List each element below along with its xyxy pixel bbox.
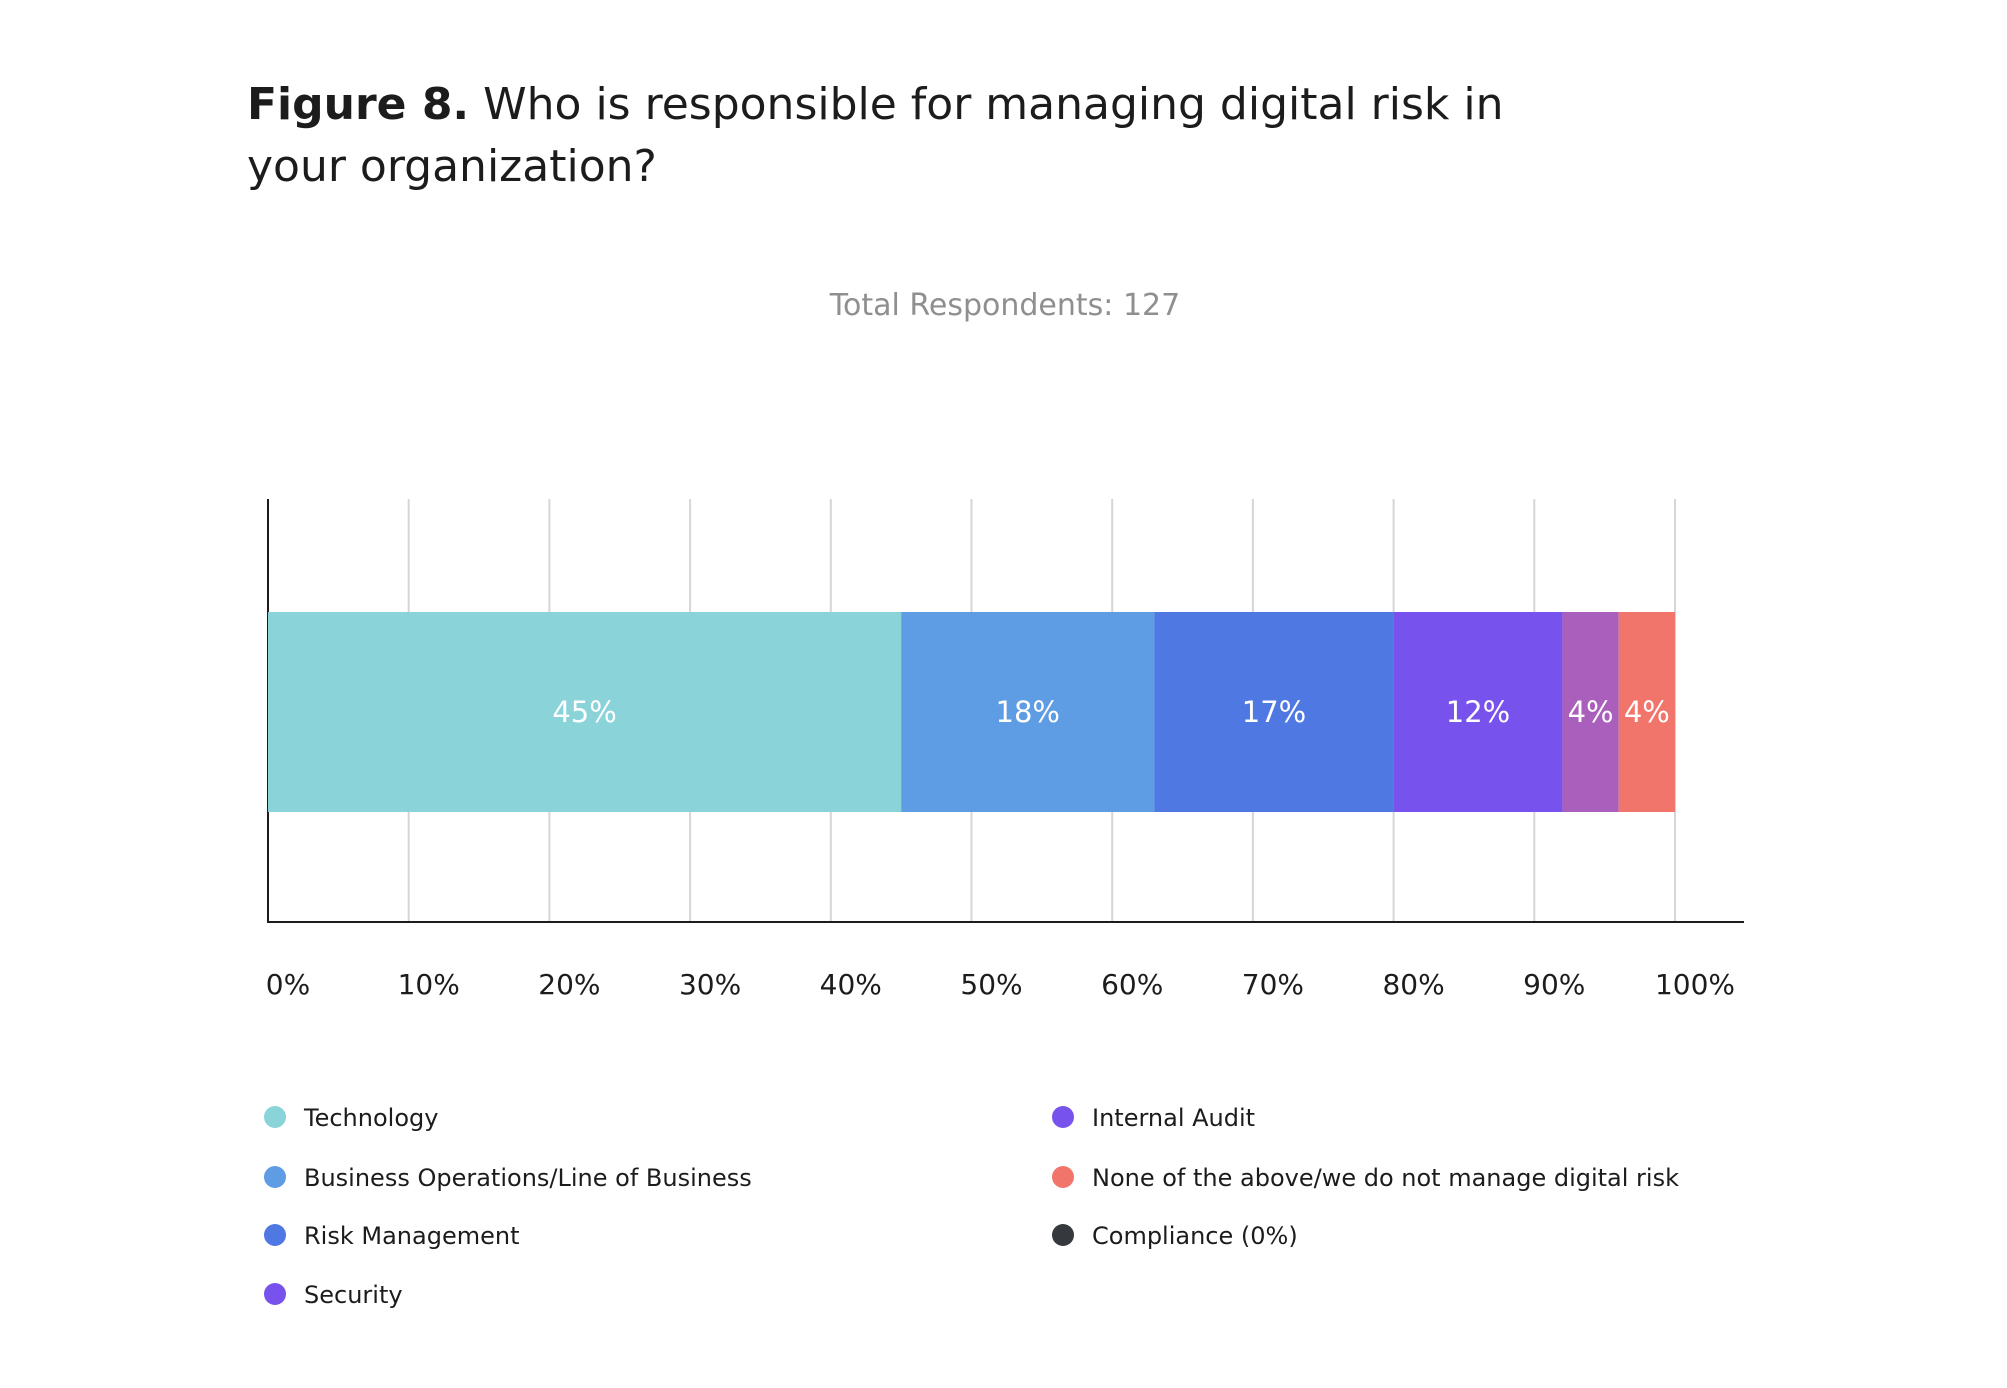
x-tick-label: 0% [266,968,310,1001]
data-label: 18% [996,695,1060,729]
x-tick-label: 10% [398,968,460,1001]
data-label: 17% [1242,695,1306,729]
legend-label: Internal Audit [1092,1104,1255,1132]
bar-segment [268,612,902,812]
x-tick-label: 30% [679,968,741,1001]
bar-segment [1154,612,1394,812]
data-label: 4% [1568,695,1614,729]
title-text: Who is responsible for managing digital … [247,79,1504,192]
x-tick-label: 70% [1242,968,1304,1001]
bar-segment [1618,612,1675,812]
legend-label: None of the above/we do not manage digit… [1092,1164,1679,1192]
figure-number: Figure 8. [247,79,470,130]
legend-label: Security [304,1281,403,1309]
legend-dot-icon [1052,1224,1074,1246]
legend-dot-icon [264,1224,286,1246]
legend-label: Compliance (0%) [1092,1222,1298,1250]
x-tick-label: 90% [1523,968,1585,1001]
x-tick-label: 80% [1382,968,1444,1001]
legend-dot-icon [264,1106,286,1128]
bar-segment [1393,612,1563,812]
data-label: 45% [552,695,616,729]
x-tick-label: 20% [538,968,600,1001]
legend-label: Business Operations/Line of Business [304,1164,752,1192]
x-tick-label: 60% [1101,968,1163,1001]
x-tick-label: 50% [960,968,1022,1001]
legend-dot-icon [1052,1106,1074,1128]
bar-segment [1562,612,1619,812]
legend-dot-icon [264,1283,286,1305]
legend-dot-icon [264,1166,286,1188]
chart-title: Figure 8. Who is responsible for managin… [247,74,1597,198]
data-label: 12% [1446,695,1510,729]
legend-label: Risk Management [304,1222,519,1250]
legend-dot-icon [1052,1166,1074,1188]
data-label: 4% [1624,695,1670,729]
bar-segment [901,612,1155,812]
chart-subtitle: Total Respondents: 127 [829,288,1181,323]
legend-label: Technology [303,1104,438,1132]
x-tick-label: 40% [820,968,882,1001]
x-tick-label: 100% [1655,968,1735,1001]
